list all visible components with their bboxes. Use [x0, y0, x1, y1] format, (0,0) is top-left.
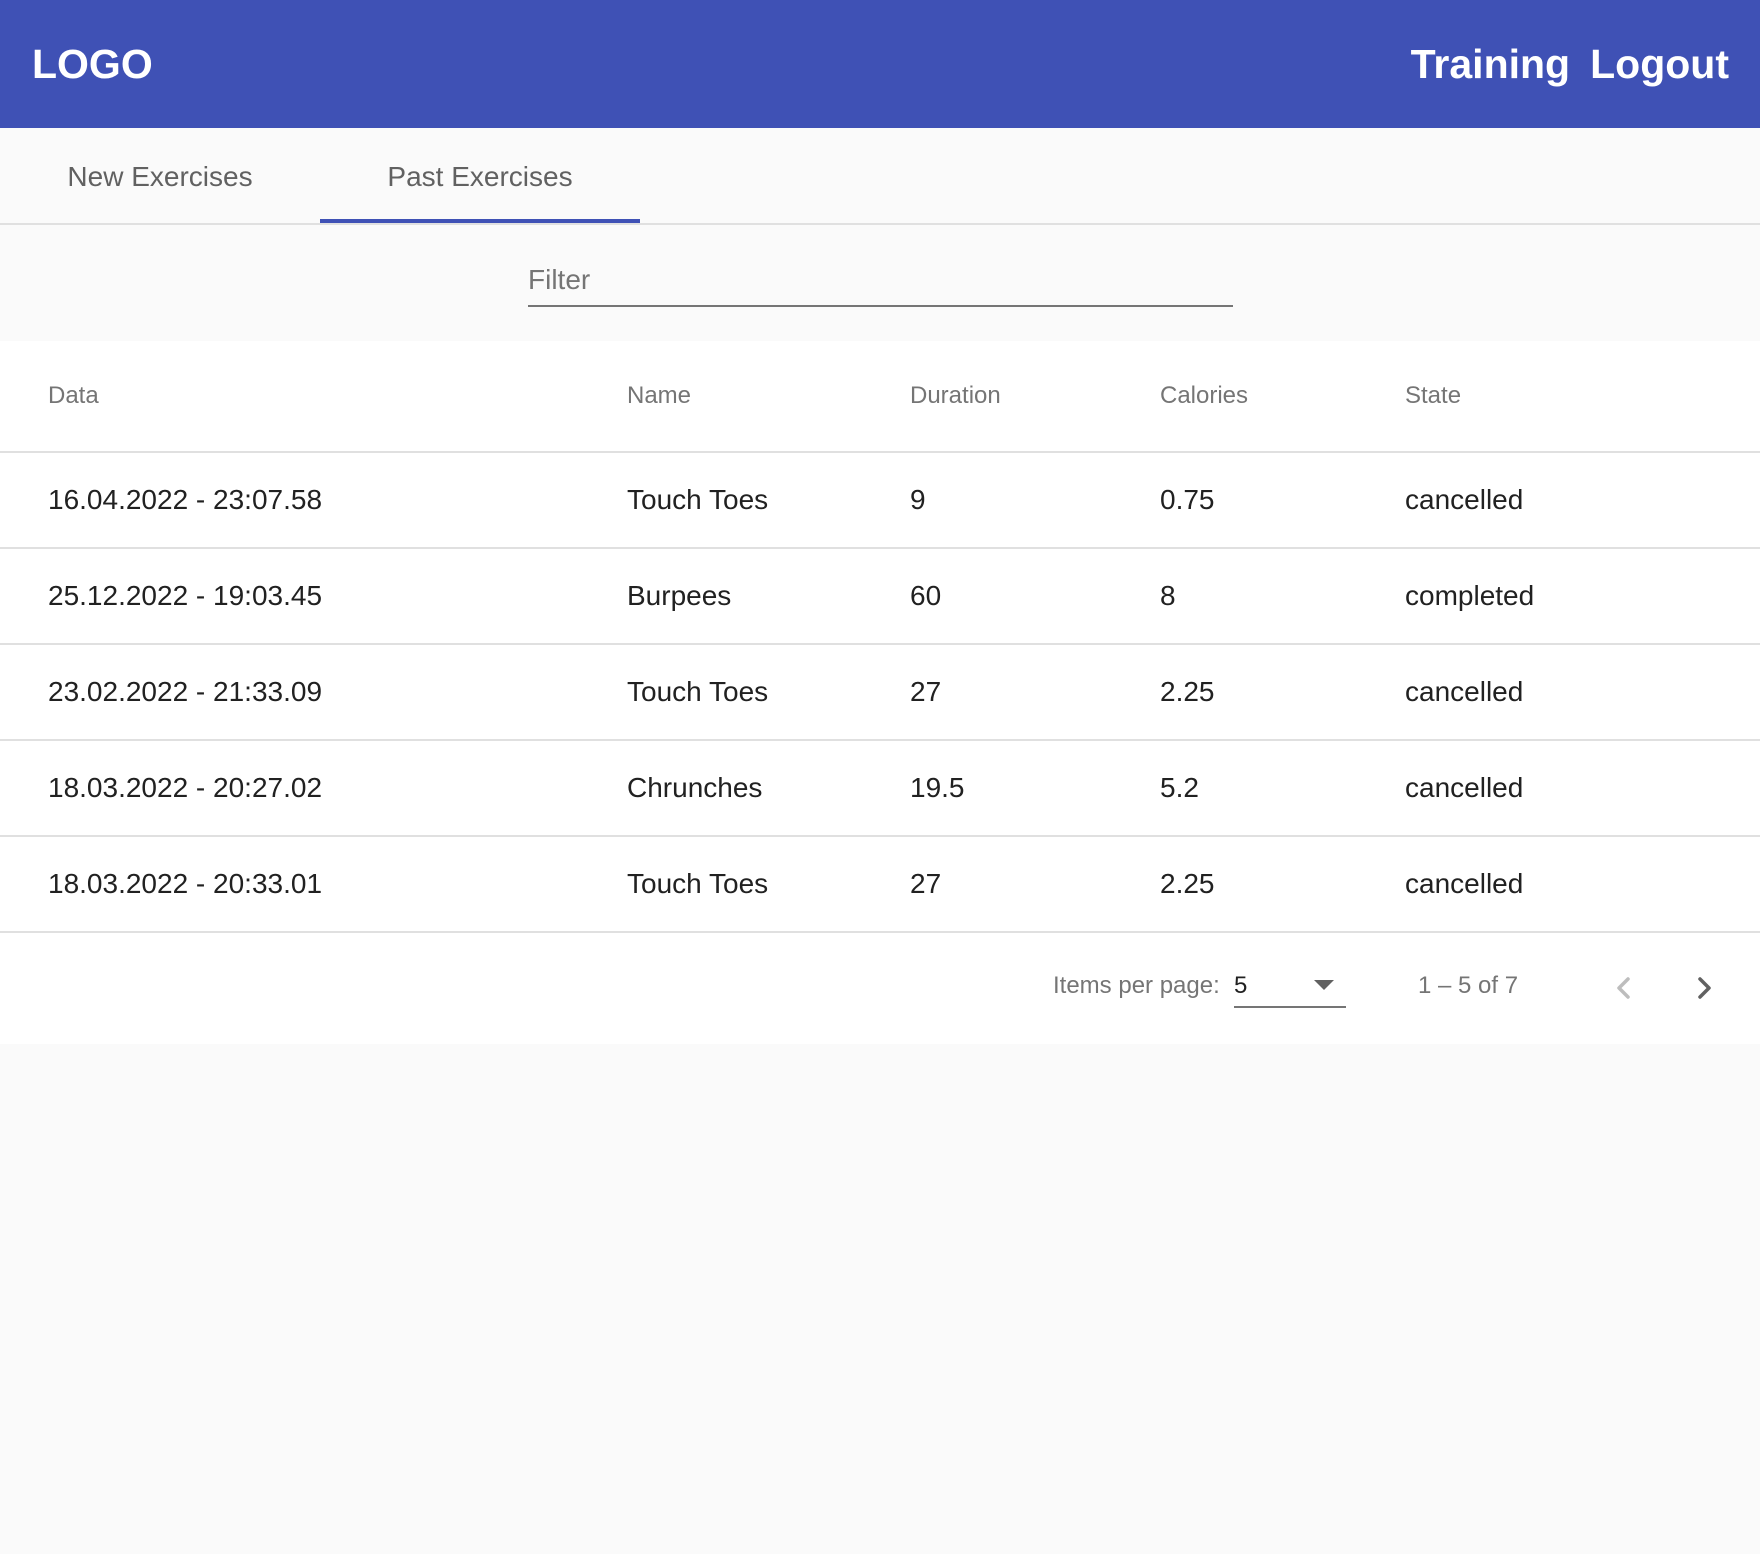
items-per-page-label: Items per page: — [1053, 972, 1220, 999]
top-toolbar: LOGO Training Logout — [0, 0, 1760, 128]
table-row: 18.03.2022 - 20:33.01 Touch Toes 27 2.25… — [0, 837, 1760, 933]
chevron-left-icon — [1617, 977, 1630, 999]
column-header-data[interactable]: Data — [48, 382, 99, 409]
cell-state: cancelled — [1405, 772, 1524, 803]
dropdown-arrow-icon — [1314, 980, 1334, 990]
cell-duration: 27 — [910, 868, 942, 899]
column-header-duration[interactable]: Duration — [910, 382, 1001, 409]
filter-field — [528, 257, 1233, 307]
filter-input[interactable] — [528, 257, 1233, 303]
tab-bar: New Exercises Past Exercises — [0, 128, 1760, 225]
cell-data: 18.03.2022 - 20:33.01 — [48, 868, 323, 899]
cell-name: Burpees — [627, 580, 732, 611]
cell-data: 25.12.2022 - 19:03.45 — [48, 580, 323, 611]
column-header-state[interactable]: State — [1405, 382, 1462, 409]
exercises-table: Data Name Duration Calories State 16.04.… — [0, 341, 1760, 1044]
nav-link-training[interactable]: Training — [1410, 41, 1571, 87]
cell-state: cancelled — [1405, 676, 1524, 707]
table-row: 18.03.2022 - 20:27.02 Chrunches 19.5 5.2… — [0, 741, 1760, 837]
cell-calories: 8 — [1160, 580, 1176, 611]
cell-calories: 5.2 — [1160, 772, 1199, 803]
next-page-button[interactable] — [1676, 960, 1732, 1016]
items-per-page-value: 5 — [1234, 972, 1248, 999]
previous-page-button[interactable] — [1596, 960, 1652, 1016]
cell-data: 16.04.2022 - 23:07.58 — [48, 484, 323, 515]
cell-calories: 2.25 — [1160, 676, 1215, 707]
paginator: Items per page: 5 1 – 5 of 7 — [0, 932, 1760, 1044]
cell-calories: 2.25 — [1160, 868, 1215, 899]
table-row: 25.12.2022 - 19:03.45 Burpees 60 8 compl… — [0, 549, 1760, 645]
top-nav: Training Logout — [1411, 38, 1729, 90]
cell-state: cancelled — [1405, 868, 1524, 899]
cell-state: completed — [1405, 580, 1535, 611]
table-header-row: Data Name Duration Calories State — [0, 341, 1760, 453]
cell-duration: 27 — [910, 676, 942, 707]
active-tab-indicator — [320, 219, 640, 223]
chevron-right-icon — [1698, 977, 1711, 999]
tab-past-exercises[interactable]: Past Exercises — [387, 160, 573, 192]
cell-data: 18.03.2022 - 20:27.02 — [48, 772, 323, 803]
tab-new-exercises[interactable]: New Exercises — [67, 160, 253, 192]
logo[interactable]: LOGO — [32, 41, 153, 87]
cell-duration: 9 — [910, 484, 926, 515]
nav-link-logout[interactable]: Logout — [1590, 41, 1729, 87]
page-range-label: 1 – 5 of 7 — [1418, 972, 1519, 999]
cell-data: 23.02.2022 - 21:33.09 — [48, 676, 323, 707]
items-per-page-select[interactable]: 5 — [1234, 962, 1346, 1008]
table-row: 16.04.2022 - 23:07.58 Touch Toes 9 0.75 … — [0, 453, 1760, 549]
cell-state: cancelled — [1405, 484, 1524, 515]
column-header-calories[interactable]: Calories — [1160, 382, 1249, 409]
cell-duration: 60 — [910, 580, 942, 611]
column-header-name[interactable]: Name — [627, 382, 692, 409]
cell-calories: 0.75 — [1160, 484, 1215, 515]
cell-duration: 19.5 — [910, 772, 965, 803]
cell-name: Touch Toes — [627, 484, 769, 515]
table-row: 23.02.2022 - 21:33.09 Touch Toes 27 2.25… — [0, 645, 1760, 741]
cell-name: Touch Toes — [627, 868, 769, 899]
cell-name: Chrunches — [627, 772, 763, 803]
cell-name: Touch Toes — [627, 676, 769, 707]
